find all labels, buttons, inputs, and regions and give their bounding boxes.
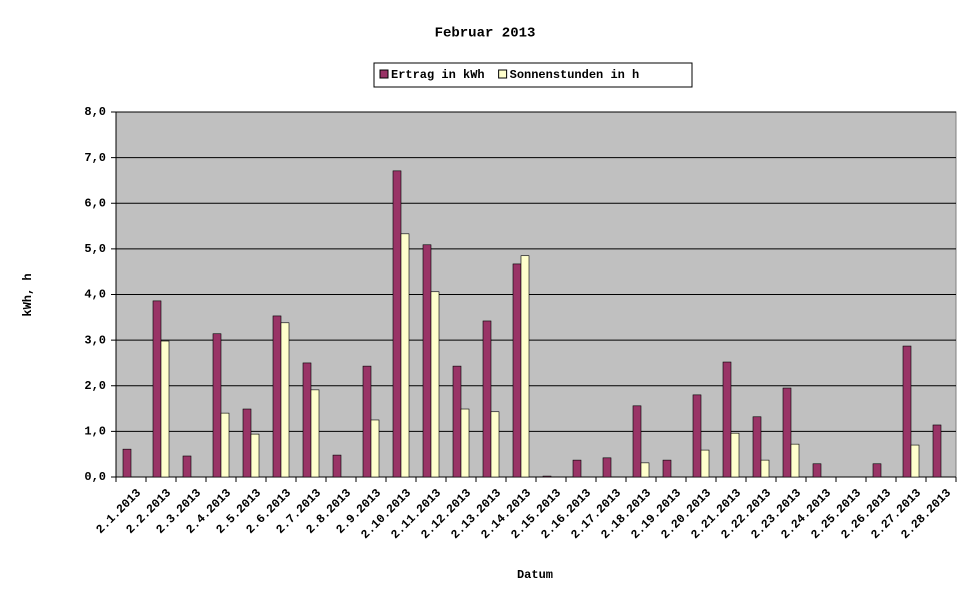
bar: [602, 457, 612, 478]
y-tick-label: 7,0: [84, 151, 106, 165]
y-tick-label: 4,0: [84, 288, 106, 302]
bar: [152, 300, 162, 478]
bar: [902, 345, 912, 478]
x-axis-label: Datum: [517, 568, 553, 582]
bar: [520, 255, 530, 478]
bar: [250, 433, 260, 478]
bar: [272, 315, 282, 478]
bar: [692, 394, 702, 478]
bar: [460, 408, 470, 478]
bar: [700, 449, 710, 478]
legend-box: [373, 62, 693, 88]
y-tick-label: 3,0: [84, 333, 106, 347]
y-tick-label: 1,0: [84, 425, 106, 439]
bar: [242, 408, 252, 478]
bar: [490, 411, 500, 478]
bar: [790, 443, 800, 478]
bar: [782, 387, 792, 478]
y-tick-label: 0,0: [84, 470, 106, 484]
y-axis-label: kWh, h: [21, 273, 35, 316]
bar: [280, 322, 290, 478]
bar: [452, 365, 462, 478]
legend-swatch: [498, 69, 508, 79]
y-tick-label: 8,0: [84, 105, 106, 119]
bar: [160, 340, 170, 478]
bar: [212, 333, 222, 478]
bar: [752, 416, 762, 478]
bar: [370, 419, 380, 478]
bar: [182, 455, 192, 478]
bar: [422, 244, 432, 478]
bar: [812, 463, 822, 478]
bar: [122, 448, 132, 478]
bar: [430, 291, 440, 478]
y-tick-label: 6,0: [84, 196, 106, 210]
bar: [542, 475, 552, 478]
bar: [400, 233, 410, 478]
bar: [760, 459, 770, 478]
bar: [722, 361, 732, 478]
bar: [482, 320, 492, 478]
bar: [572, 459, 582, 478]
legend-label: Ertrag in kWh: [391, 68, 485, 82]
bar: [392, 170, 402, 478]
legend-swatch: [379, 69, 389, 79]
bar: [632, 405, 642, 478]
bar: [220, 412, 230, 478]
bar: [640, 462, 650, 478]
bar: [872, 463, 882, 478]
bar: [310, 389, 320, 478]
bar: [512, 263, 522, 478]
chart-title: Februar 2013: [435, 26, 536, 42]
bar: [362, 365, 372, 478]
bar: [302, 362, 312, 478]
bar: [730, 432, 740, 478]
legend-label: Sonnenstunden in h: [510, 68, 640, 82]
bar: [332, 454, 342, 478]
y-tick-label: 5,0: [84, 242, 106, 256]
bar: [910, 444, 920, 478]
bar: [932, 424, 942, 478]
y-tick-label: 2,0: [84, 379, 106, 393]
bar: [662, 459, 672, 478]
